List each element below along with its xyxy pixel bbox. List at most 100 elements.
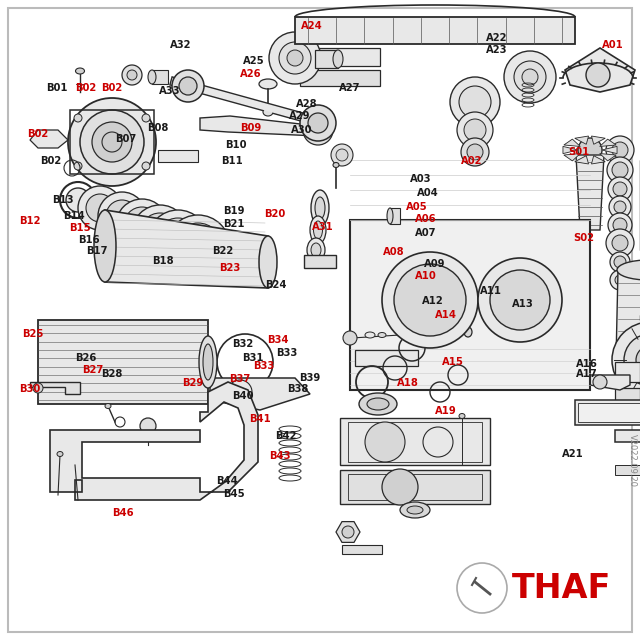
Circle shape	[612, 162, 628, 178]
Ellipse shape	[259, 236, 277, 288]
Text: S02: S02	[573, 233, 594, 243]
Polygon shape	[315, 50, 338, 68]
Text: B28: B28	[101, 369, 122, 380]
Circle shape	[610, 252, 630, 272]
Text: A23: A23	[486, 45, 508, 55]
Text: A26: A26	[240, 68, 262, 79]
Polygon shape	[600, 154, 616, 161]
Circle shape	[612, 235, 628, 251]
Text: B24: B24	[266, 280, 287, 290]
Circle shape	[102, 132, 122, 152]
Circle shape	[464, 119, 486, 141]
Text: THAF: THAF	[512, 572, 611, 605]
Ellipse shape	[148, 70, 156, 84]
Text: B42: B42	[275, 431, 297, 442]
Circle shape	[80, 110, 144, 174]
Circle shape	[457, 563, 507, 613]
Text: B33: B33	[253, 361, 274, 371]
Text: B19: B19	[223, 206, 244, 216]
Text: A21: A21	[562, 449, 584, 460]
Polygon shape	[355, 350, 418, 366]
Circle shape	[504, 51, 556, 103]
Text: A09: A09	[424, 259, 445, 269]
Circle shape	[310, 122, 326, 138]
Text: B39: B39	[300, 372, 321, 383]
Text: B09: B09	[240, 123, 261, 133]
Ellipse shape	[314, 221, 323, 239]
Polygon shape	[200, 116, 318, 136]
Text: B38: B38	[287, 384, 308, 394]
Circle shape	[614, 201, 626, 213]
Text: B20: B20	[264, 209, 285, 220]
Text: V2022.09.20: V2022.09.20	[627, 433, 637, 486]
Polygon shape	[602, 147, 617, 154]
Ellipse shape	[333, 50, 343, 68]
Circle shape	[490, 270, 550, 330]
Ellipse shape	[94, 210, 116, 282]
Text: A08: A08	[383, 246, 404, 257]
Polygon shape	[336, 522, 360, 542]
Polygon shape	[300, 70, 380, 86]
Text: A16: A16	[576, 358, 598, 369]
Circle shape	[116, 199, 168, 251]
Text: A32: A32	[170, 40, 191, 50]
Circle shape	[586, 63, 610, 87]
Ellipse shape	[57, 451, 63, 456]
Polygon shape	[576, 155, 604, 230]
Text: B37: B37	[229, 374, 250, 384]
Text: B16: B16	[78, 235, 100, 245]
Text: B11: B11	[221, 156, 243, 166]
Circle shape	[607, 157, 633, 183]
Circle shape	[608, 177, 632, 201]
Text: B18: B18	[152, 256, 174, 266]
Text: B13: B13	[52, 195, 74, 205]
Circle shape	[609, 196, 631, 218]
Circle shape	[166, 215, 230, 279]
Circle shape	[382, 252, 478, 348]
Circle shape	[132, 205, 188, 261]
Text: A05: A05	[406, 202, 428, 212]
Circle shape	[142, 162, 150, 170]
Circle shape	[68, 98, 156, 186]
Polygon shape	[105, 210, 268, 288]
Text: A14: A14	[435, 310, 457, 320]
Text: B07: B07	[115, 134, 136, 144]
Circle shape	[106, 200, 138, 232]
Text: A01: A01	[602, 40, 623, 50]
Circle shape	[336, 149, 348, 161]
Polygon shape	[600, 139, 616, 147]
Circle shape	[124, 207, 160, 243]
Circle shape	[478, 258, 562, 342]
Text: B27: B27	[82, 365, 103, 375]
Ellipse shape	[617, 260, 640, 280]
Circle shape	[66, 188, 90, 212]
Text: A19: A19	[435, 406, 457, 416]
Circle shape	[74, 162, 82, 170]
Ellipse shape	[311, 190, 329, 226]
Text: B15: B15	[69, 223, 91, 234]
Text: A17: A17	[576, 369, 598, 380]
Circle shape	[612, 142, 628, 158]
Ellipse shape	[263, 108, 273, 116]
Circle shape	[467, 144, 483, 160]
Text: A29: A29	[289, 111, 311, 122]
Circle shape	[156, 218, 200, 262]
Ellipse shape	[307, 238, 325, 262]
Text: B31: B31	[242, 353, 264, 364]
Circle shape	[342, 526, 354, 538]
Ellipse shape	[617, 350, 640, 370]
Circle shape	[457, 112, 493, 148]
Ellipse shape	[199, 336, 217, 388]
Polygon shape	[30, 130, 68, 148]
Text: A18: A18	[397, 378, 419, 388]
Polygon shape	[564, 139, 580, 147]
Circle shape	[636, 346, 640, 374]
Circle shape	[578, 138, 602, 162]
Text: B23: B23	[219, 262, 240, 273]
Circle shape	[78, 186, 122, 230]
Text: B30: B30	[19, 384, 40, 394]
Polygon shape	[295, 17, 575, 44]
Circle shape	[98, 192, 146, 240]
Ellipse shape	[387, 208, 393, 224]
Text: B32: B32	[232, 339, 253, 349]
